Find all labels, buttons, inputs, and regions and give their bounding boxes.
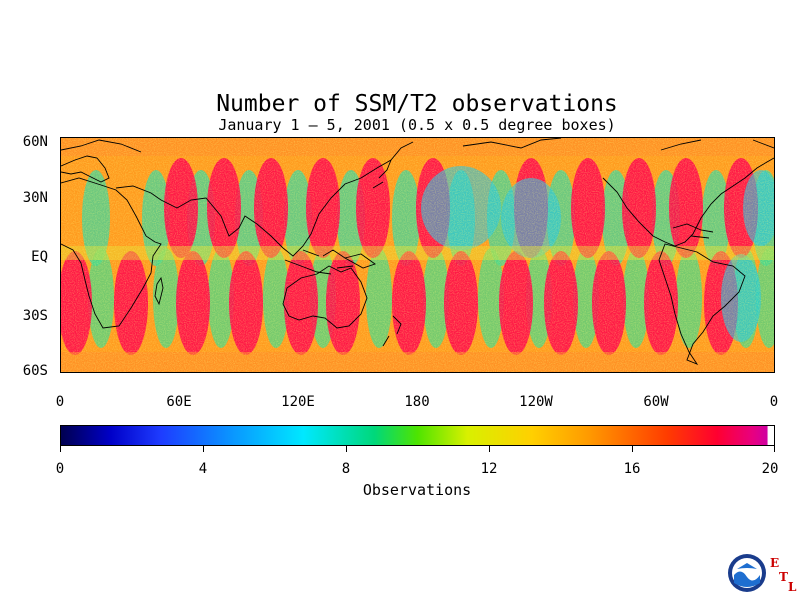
coastline-europe [61, 155, 110, 183]
colorbar-label-8: 8 [341, 461, 351, 477]
lat-label-60n: 60N [22, 134, 48, 150]
lon-label-180: 180 [404, 394, 430, 410]
colorbar-tick [632, 446, 633, 452]
coastline-madagascar [154, 276, 164, 306]
coastline-north-america [462, 138, 774, 247]
lat-label-30s: 30S [22, 308, 48, 324]
lon-label-0: 0 [55, 394, 65, 410]
colorbar-label-4: 4 [198, 461, 208, 477]
colorbar [60, 425, 775, 446]
coastline-new-guinea [343, 253, 376, 269]
lon-label-120w: 120W [519, 394, 553, 410]
etl-letter-e: E [770, 556, 780, 570]
lat-label-60s: 60S [22, 363, 48, 379]
colorbar-tick [774, 446, 775, 452]
colorbar-units: Observations [362, 481, 472, 499]
observation-map [60, 137, 775, 373]
coastline-greenland [752, 139, 774, 149]
coastline-caribbean [672, 223, 714, 239]
coastline-asia-south [115, 141, 414, 257]
lon-label-0-end: 0 [769, 394, 779, 410]
map-subtitle: January 1 – 5, 2001 (0.5 x 0.5 degree bo… [218, 116, 616, 134]
colorbar-tick [489, 446, 490, 452]
coastline-north-europe [61, 139, 142, 153]
lat-label-30n: 30N [22, 190, 48, 206]
colorbar-label-20: 20 [761, 461, 779, 477]
etl-letter-t: T [779, 570, 788, 584]
coastline-australia [282, 265, 368, 329]
coastline-new-zealand [382, 315, 402, 347]
noaa-logo [728, 554, 766, 592]
coastlines [61, 138, 774, 365]
lon-label-60w: 60W [643, 394, 669, 410]
map-title: Number of SSM/T2 observations [216, 91, 618, 117]
colorbar-tick [60, 446, 61, 452]
coastline-japan [372, 159, 392, 189]
lat-label-eq: EQ [31, 249, 48, 265]
colorbar-label-12: 12 [480, 461, 498, 477]
speckle-texture [61, 138, 774, 372]
lon-label-60e: 60E [166, 394, 192, 410]
map-canvas [61, 138, 774, 372]
etl-letter-l: L [788, 580, 797, 594]
colorbar-label-16: 16 [623, 461, 641, 477]
colorbar-label-0: 0 [55, 461, 65, 477]
coastline-africa [61, 177, 162, 329]
colorbar-tick [346, 446, 347, 452]
coastline-indonesia [284, 249, 354, 275]
lon-label-120e: 120E [281, 394, 315, 410]
colorbar-tick [203, 446, 204, 452]
coastline-south-america [658, 243, 746, 365]
